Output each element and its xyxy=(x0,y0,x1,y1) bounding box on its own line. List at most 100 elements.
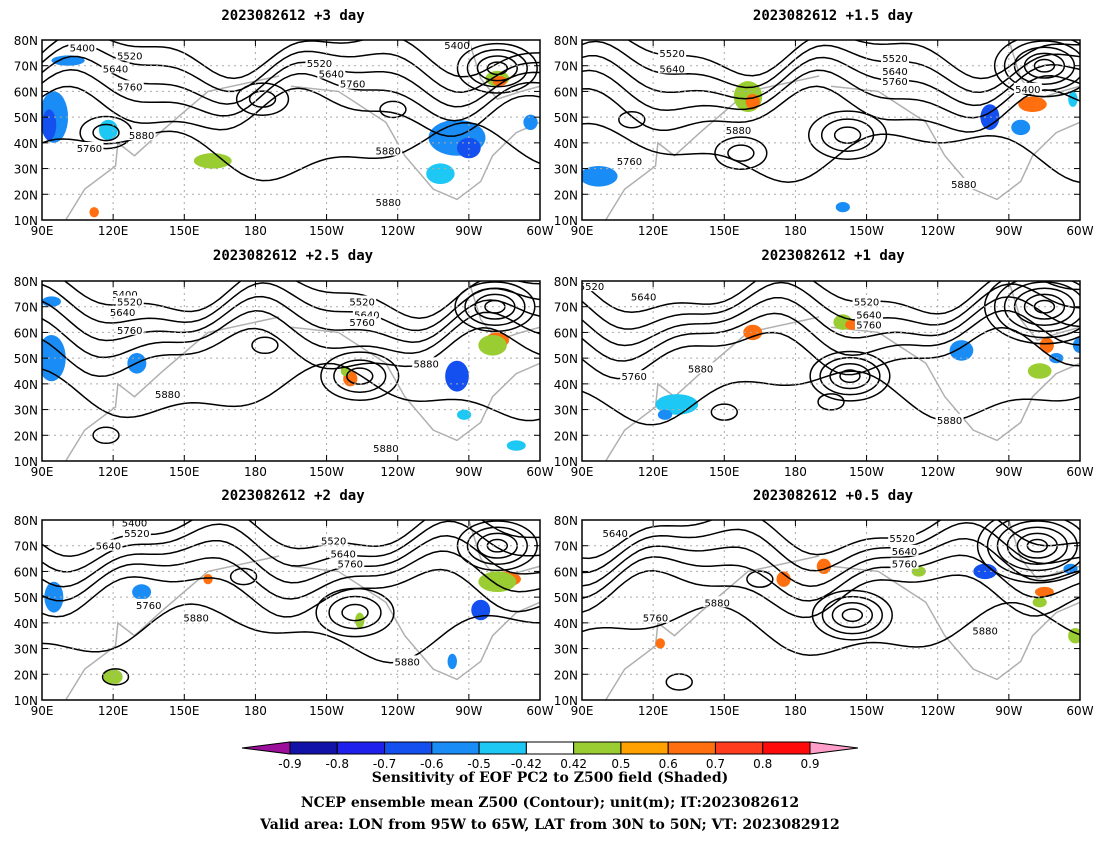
height-contour xyxy=(582,521,1080,574)
closed-contour xyxy=(464,287,526,326)
contour-label: 5760 xyxy=(643,614,668,625)
contour-label-bg xyxy=(127,129,156,141)
contour-label: 5880 xyxy=(155,390,180,401)
colorbar-box xyxy=(573,741,622,755)
contour-label-bg xyxy=(620,370,649,382)
contour-label-bg xyxy=(305,57,334,69)
y-tick-label: 70N xyxy=(554,301,578,315)
y-tick-label: 80N xyxy=(554,275,578,289)
sensitivity-patch xyxy=(1039,337,1054,353)
contour-label-bg xyxy=(68,41,97,53)
sensitivity-patch xyxy=(447,653,457,670)
x-tick-label: 60W xyxy=(1066,465,1093,479)
contour-label-bg xyxy=(393,655,422,667)
contour-label-bg xyxy=(881,75,910,87)
y-tick-label: 50N xyxy=(14,111,38,125)
x-tick-label: 90W xyxy=(995,704,1022,718)
colorbar-box xyxy=(620,741,669,755)
closed-contour xyxy=(727,144,755,162)
closed-contour xyxy=(486,61,509,76)
x-tick-label: 90W xyxy=(995,224,1022,238)
y-tick-label: 30N xyxy=(14,404,38,418)
contour-label-bg xyxy=(338,77,367,89)
sensitivity-patch xyxy=(51,55,85,66)
sensitivity-patch xyxy=(203,574,213,585)
sensitivity-patch xyxy=(980,104,1000,130)
contour-label-bg xyxy=(443,40,471,51)
x-tick-label: 90W xyxy=(455,465,482,479)
panel-title: 2023082612 +1 day xyxy=(761,248,905,264)
x-tick-label: 150W xyxy=(849,465,884,479)
contour-label-bg xyxy=(336,557,365,569)
colorbar-tick-label: 0.7 xyxy=(706,757,725,771)
contour-label-bg xyxy=(94,539,123,551)
closed-contour xyxy=(839,369,861,384)
contour-label: 5880 xyxy=(129,131,154,142)
panel-frame xyxy=(41,39,541,221)
x-tick-label: 180 xyxy=(784,465,807,479)
height-contour xyxy=(582,310,1080,362)
colorbar-tick-label: -0.6 xyxy=(420,757,443,771)
map-area: 5640 5520 5640 5760 5760 5880 5880 xyxy=(582,520,1080,700)
colorbar-tick-label: 0.9 xyxy=(800,757,819,771)
contour-label: 5520 xyxy=(349,298,374,309)
contour-label-bg xyxy=(115,49,144,61)
closed-contour xyxy=(817,393,845,411)
x-tick-label: 90W xyxy=(995,465,1022,479)
y-tick-label: 20N xyxy=(554,188,578,202)
x-tick-label: 150E xyxy=(169,704,200,718)
contour-label-bg xyxy=(629,290,658,302)
y-tick-label: 80N xyxy=(14,514,38,528)
closed-contour xyxy=(821,595,883,635)
x-tick-label: 150E xyxy=(709,465,740,479)
y-tick-label: 70N xyxy=(14,60,38,74)
contour-label: 5520 xyxy=(889,534,914,545)
contour-label-bg xyxy=(75,142,104,153)
y-tick-label: 50N xyxy=(14,591,38,605)
contour-label: 5880 xyxy=(951,180,976,191)
colorbar-box xyxy=(336,741,386,755)
x-tick-label: 180 xyxy=(784,224,807,238)
y-tick-label: 10N xyxy=(14,455,38,469)
closed-contour xyxy=(833,126,862,144)
colorbar-tick-label: 0.42 xyxy=(560,757,587,771)
y-tick-label: 30N xyxy=(554,643,578,657)
contour-label: 5760 xyxy=(338,560,363,571)
y-tick-label: 80N xyxy=(14,34,38,48)
closed-contour xyxy=(993,281,1080,339)
sensitivity-patch xyxy=(193,153,232,169)
height-contour xyxy=(42,55,540,108)
height-contour xyxy=(42,295,540,343)
height-contour xyxy=(582,520,1080,560)
height-contour-5880 xyxy=(42,603,540,664)
height-contour xyxy=(42,326,540,378)
contour-label-bg xyxy=(374,144,403,156)
y-tick-label: 40N xyxy=(14,137,38,151)
contour-label: 5520 xyxy=(321,537,346,548)
x-tick-label: 90E xyxy=(31,704,54,718)
closed-contour xyxy=(1033,299,1056,314)
colorbar-tick-label: -0.5 xyxy=(467,757,490,771)
x-tick-label: 90E xyxy=(571,224,594,238)
colorbar-box xyxy=(667,741,716,755)
closed-contour xyxy=(1023,52,1066,79)
contour-label: 5640 xyxy=(96,542,121,553)
contour-label: 5640 xyxy=(892,547,917,558)
height-contour xyxy=(582,54,1080,107)
contour-label: 5520 xyxy=(307,59,332,70)
y-tick-label: 60N xyxy=(14,326,38,340)
contour-label: 5400 xyxy=(444,41,469,52)
sensitivity-patch xyxy=(1011,119,1031,136)
y-tick-label: 60N xyxy=(554,565,578,579)
y-tick-label: 60N xyxy=(14,565,38,579)
sensitivity-patch xyxy=(1018,96,1047,112)
y-tick-label: 30N xyxy=(554,404,578,418)
footer-line-3: Valid area: LON from 95W to 65W, LAT fro… xyxy=(260,817,840,833)
sensitivity-patch xyxy=(42,335,66,382)
contour-label-bg xyxy=(348,295,377,307)
contour-label: 5640 xyxy=(856,310,881,321)
closed-contour xyxy=(101,668,130,686)
contour-label: 5760 xyxy=(77,144,102,155)
x-tick-label: 120W xyxy=(380,465,415,479)
